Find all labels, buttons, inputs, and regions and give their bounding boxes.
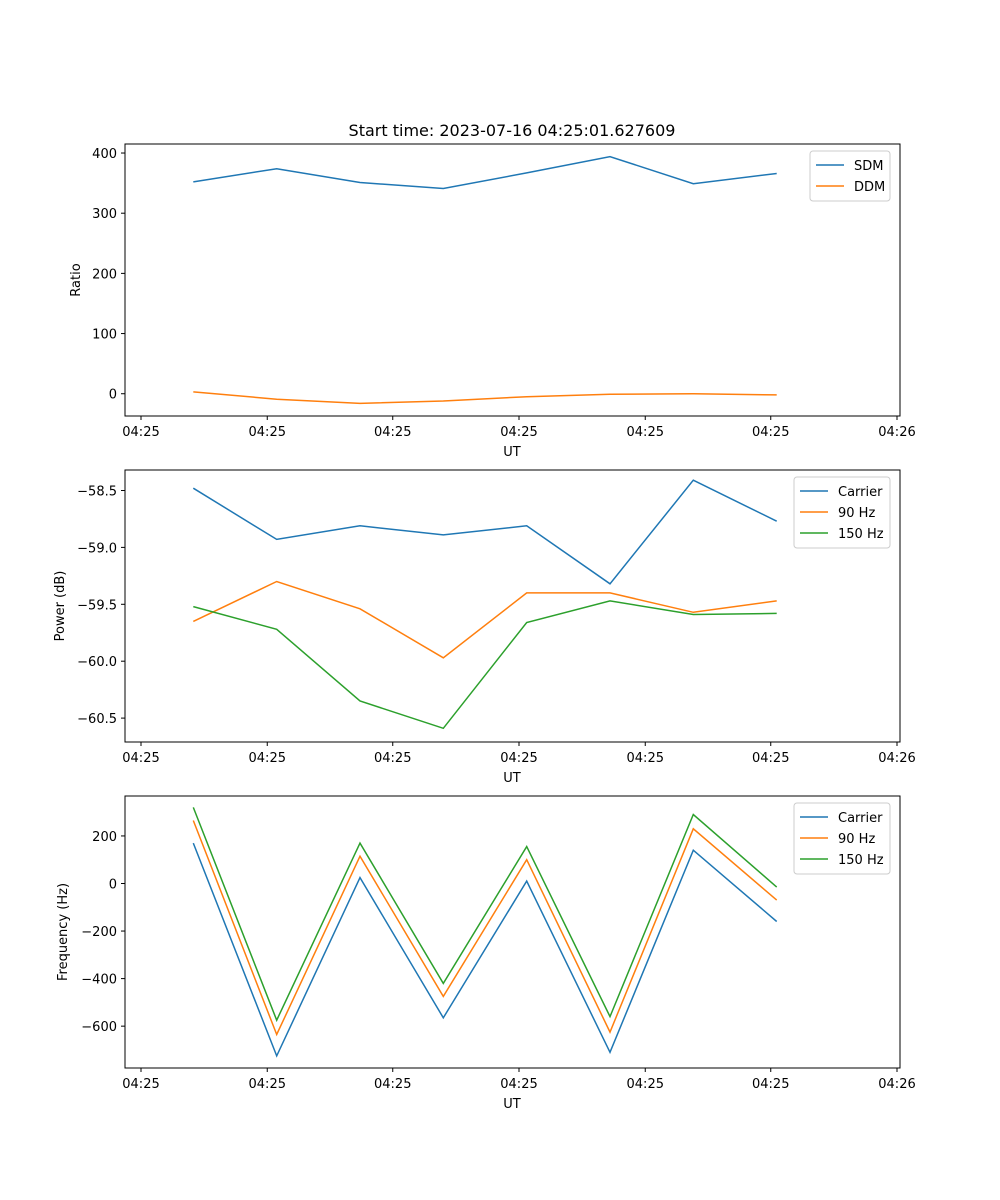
power-x-tick-label: 04:25	[752, 751, 789, 766]
ratio-series-sdm	[193, 155, 777, 190]
frequency-legend	[793, 802, 891, 875]
ratio-y-tick-label: 300	[92, 207, 117, 222]
ratio-x-tick-label: 04:26	[878, 425, 915, 440]
ratio-x-tick-label: 04:25	[122, 425, 159, 440]
ratio-x-tick-label: 04:25	[627, 425, 664, 440]
power-x-tick-label: 04:25	[374, 751, 411, 766]
power-y-tick-label: −59.5	[77, 598, 117, 613]
frequency-y-tick-label: 0	[109, 877, 117, 892]
chart-title: Start time: 2023-07-16 04:25:01.627609	[349, 121, 676, 140]
frequency-y-tick-label: −200	[81, 925, 117, 940]
ratio-panel: UT Ratio 04:25 04:25 04:25 04:25 04:25 04:25 0…	[69, 143, 916, 460]
power-legend-label: Carrier	[838, 485, 883, 500]
frequency-legend-label: Carrier	[838, 811, 883, 826]
frequency-panel: UT Frequency (Hz) 04:25 04:25 04:25 04:25 04…	[56, 795, 916, 1112]
ratio-legend-label: SDM	[854, 159, 883, 174]
power-series-carrier	[192, 479, 778, 585]
ratio-y-tick-label: 200	[92, 267, 117, 282]
frequency-y-tick-label: 200	[92, 830, 117, 845]
frequency-xlabel: UT	[503, 1097, 521, 1112]
power-legend-label: 90 Hz	[838, 506, 875, 521]
frequency-series-150-hz	[192, 807, 778, 1023]
ratio-y-tick-label: 0	[109, 388, 117, 403]
frequency-x-tick-label: 04:25	[627, 1077, 664, 1092]
power-series-90-hz	[192, 580, 777, 659]
ratio-xlabel: UT	[503, 445, 521, 460]
ratio-y-tick-label: 100	[92, 328, 117, 343]
ratio-axes-frame	[124, 143, 901, 417]
frequency-x-tick-label: 04:25	[752, 1077, 789, 1092]
frequency-legend-label: 150 Hz	[838, 853, 884, 868]
power-y-tick-label: −58.5	[77, 484, 117, 499]
ratio-y-tick-label: 400	[92, 147, 117, 162]
ratio-x-tick-label: 04:25	[500, 425, 537, 440]
frequency-axes-frame	[124, 795, 901, 1069]
frequency-series-90-hz	[192, 820, 778, 1037]
ratio-legend-label: DDM	[854, 180, 885, 195]
power-series-150-hz	[193, 600, 777, 730]
frequency-x-tick-label: 04:25	[122, 1077, 159, 1092]
power-axes-frame	[124, 469, 901, 743]
ratio-x-tick-label: 04:25	[249, 425, 286, 440]
ratio-series-ddm	[193, 391, 777, 405]
ratio-x-tick-label: 04:25	[374, 425, 411, 440]
power-legend-label: 150 Hz	[838, 527, 884, 542]
power-legend	[793, 476, 891, 549]
power-x-tick-label: 04:25	[249, 751, 286, 766]
frequency-x-tick-label: 04:25	[500, 1077, 537, 1092]
frequency-ylabel: Frequency (Hz)	[56, 883, 71, 981]
power-panel: UT Power (dB) 04:25 04:25 04:25 04:25 04:25 0…	[53, 469, 916, 786]
frequency-x-tick-label: 04:25	[374, 1077, 411, 1092]
frequency-legend-label: 90 Hz	[838, 832, 875, 847]
power-x-tick-label: 04:25	[627, 751, 664, 766]
frequency-y-tick-label: −600	[81, 1020, 117, 1035]
power-x-tick-label: 04:25	[122, 751, 159, 766]
power-y-tick-label: −59.0	[77, 541, 117, 556]
ratio-ylabel: Ratio	[69, 263, 84, 296]
power-xlabel: UT	[503, 771, 521, 786]
power-ylabel: Power (dB)	[53, 571, 68, 642]
power-x-tick-label: 04:26	[878, 751, 915, 766]
power-y-tick-label: −60.0	[77, 655, 117, 670]
frequency-x-tick-label: 04:26	[878, 1077, 915, 1092]
ratio-legend	[809, 150, 891, 202]
power-x-tick-label: 04:25	[500, 751, 537, 766]
frequency-series-carrier	[192, 842, 778, 1058]
power-y-tick-label: −60.5	[77, 712, 117, 727]
frequency-y-tick-label: −400	[81, 973, 117, 988]
ratio-x-tick-label: 04:25	[752, 425, 789, 440]
frequency-x-tick-label: 04:25	[249, 1077, 286, 1092]
